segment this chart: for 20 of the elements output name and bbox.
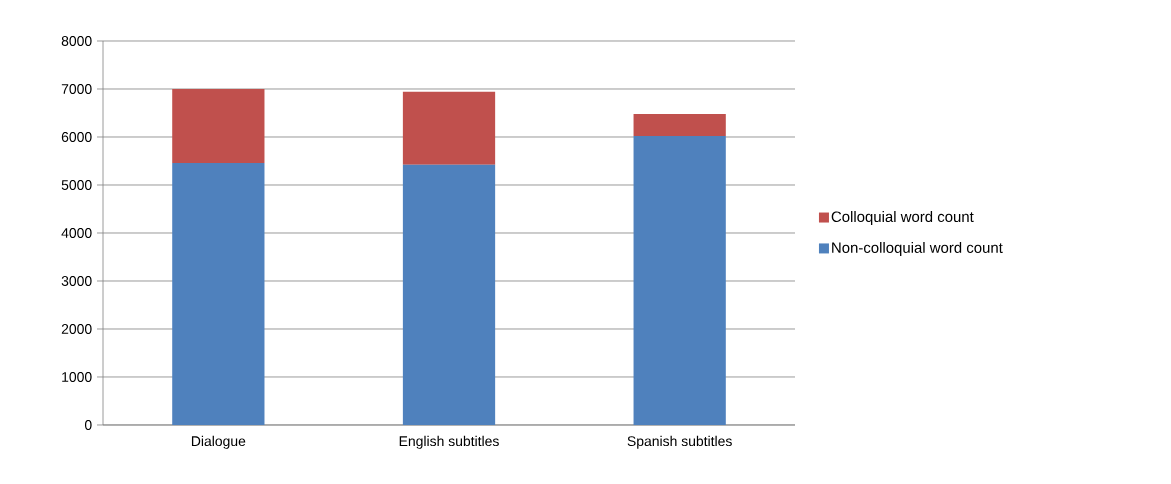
y-tick-label: 7000	[61, 84, 92, 94]
x-tick-label: Spanish subtitles	[627, 435, 732, 449]
y-tick-label: 6000	[61, 132, 92, 142]
bar	[172, 88, 265, 163]
bar	[172, 162, 265, 425]
x-tick-label: English subtitles	[399, 435, 499, 449]
y-tick-label: 5000	[61, 180, 92, 190]
bar	[633, 113, 726, 137]
legend-label: Non-colloquial word count	[832, 241, 1003, 256]
bar	[633, 136, 726, 425]
y-tick-label: 8000	[61, 36, 92, 46]
y-tick-label: 1000	[62, 372, 92, 382]
y-tick-label: 3000	[61, 276, 92, 286]
y-tick-label: 4000	[61, 228, 92, 238]
y-tick-label: 0	[84, 420, 92, 430]
bar	[402, 91, 496, 165]
legend-label: Colloquial word count	[831, 211, 974, 225]
x-tick-label: Dialogue	[191, 435, 246, 449]
bar	[402, 164, 496, 425]
y-tick-label: 2000	[61, 324, 92, 334]
